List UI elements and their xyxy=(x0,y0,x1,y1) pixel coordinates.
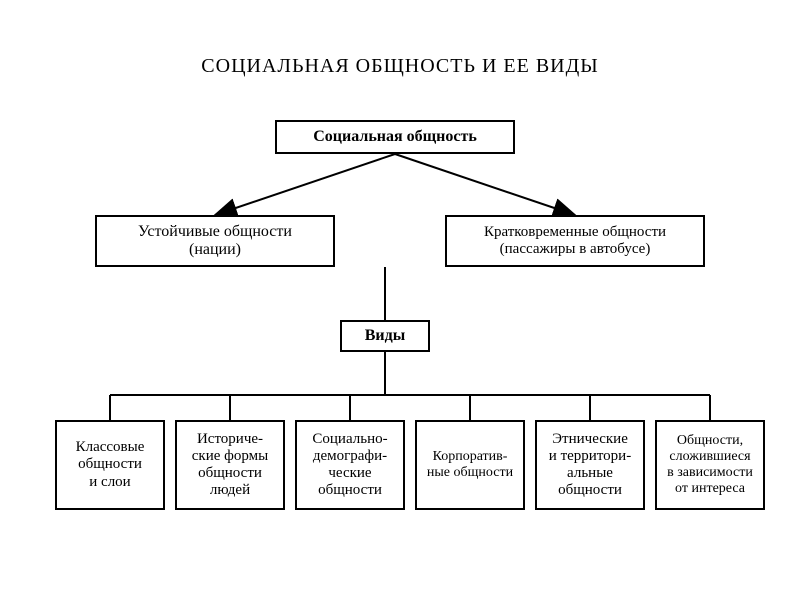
node-stable-label: Устойчивые общности (нации) xyxy=(138,223,292,260)
node-root-label: Социальная общность xyxy=(313,128,477,146)
node-leaf-5: Этнические и территори- альные общности xyxy=(535,420,645,510)
node-leaf-3-label: Социально- демографи- ческие общности xyxy=(312,431,387,500)
diagram-canvas: СОЦИАЛЬНАЯ ОБЩНОСТЬ И ЕЕ ВИДЫ Социальная… xyxy=(0,0,800,600)
node-stable: Устойчивые общности (нации) xyxy=(95,215,335,267)
node-leaf-2-label: Историче- ские формы общности людей xyxy=(192,431,268,500)
node-leaf-2: Историче- ские формы общности людей xyxy=(175,420,285,510)
node-leaf-5-label: Этнические и территори- альные общности xyxy=(549,431,631,500)
edge-root-to-stable xyxy=(215,154,395,215)
node-leaf-4: Корпоратив- ные общности xyxy=(415,420,525,510)
diagram-title: СОЦИАЛЬНАЯ ОБЩНОСТЬ И ЕЕ ВИДЫ xyxy=(0,55,800,78)
node-leaf-6: Общности, сложившиеся в зависимости от и… xyxy=(655,420,765,510)
node-leaf-4-label: Корпоратив- ные общности xyxy=(427,449,513,481)
edge-root-to-short xyxy=(395,154,575,215)
node-kinds-label: Виды xyxy=(365,327,405,345)
node-short-label: Кратковременные общности (пассажиры в ав… xyxy=(484,224,666,259)
node-kinds: Виды xyxy=(340,320,430,352)
node-leaf-1: Классовые общности и слои xyxy=(55,420,165,510)
node-leaf-6-label: Общности, сложившиеся в зависимости от и… xyxy=(667,433,753,497)
node-root: Социальная общность xyxy=(275,120,515,154)
node-leaf-1-label: Классовые общности и слои xyxy=(76,439,145,491)
node-leaf-3: Социально- демографи- ческие общности xyxy=(295,420,405,510)
node-short: Кратковременные общности (пассажиры в ав… xyxy=(445,215,705,267)
connector-lines xyxy=(0,0,800,600)
